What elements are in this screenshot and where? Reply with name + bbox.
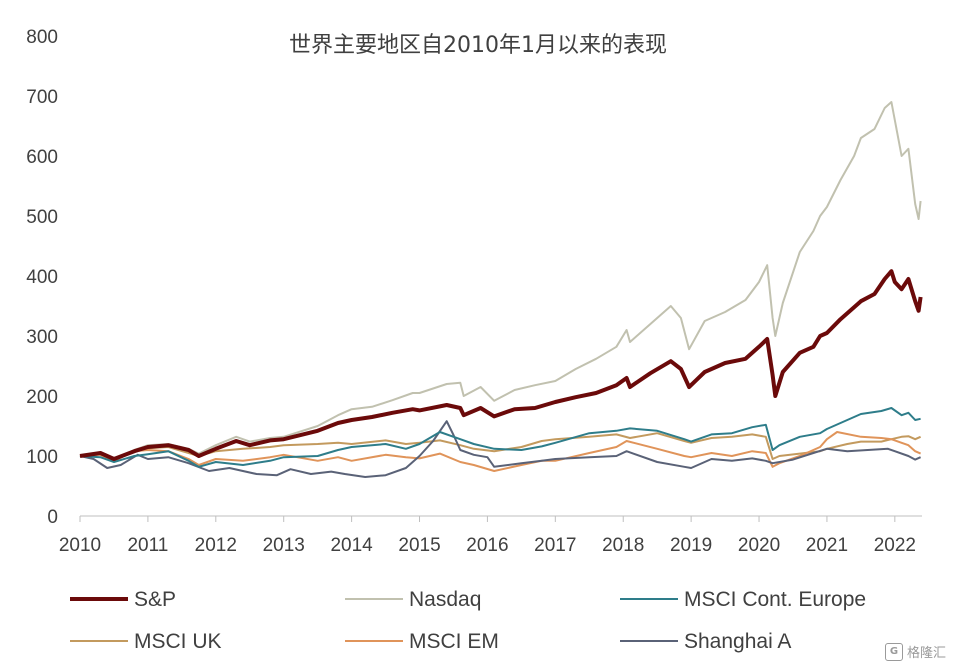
legend-label: S&P	[134, 588, 176, 611]
x-tick-label: 2018	[602, 535, 644, 556]
series-line-s-p	[79, 269, 923, 461]
series-line-shanghai-a	[79, 420, 922, 478]
legend: S&P Nasdaq MSCI Cont. Europe MSCI UK MSCI EM…	[70, 588, 866, 653]
watermark-text: 格隆汇	[906, 646, 946, 661]
legend-label: Nasdaq	[409, 588, 481, 611]
watermark-logo-icon: G	[884, 642, 903, 661]
series-lines	[79, 101, 923, 478]
x-tick-label: 2015	[398, 535, 440, 556]
x-axis: 2010 2011 2012 2013 2014 2015 2016 2017 2018 2019…	[59, 516, 916, 556]
x-tick-label: 2020	[738, 535, 780, 556]
x-tick-label: 2011	[127, 535, 168, 556]
legend-label: MSCI UK	[134, 630, 222, 653]
x-tick-label: 2012	[195, 535, 237, 556]
x-tick-label: 2021	[806, 535, 848, 556]
series-line-msci-uk	[79, 432, 922, 460]
legend-label: Shanghai A	[684, 630, 791, 653]
x-tick-label: 2016	[466, 535, 508, 556]
x-tick-label: 2019	[670, 535, 712, 556]
chart-title: 世界主要地区自2010年1月以来的表现	[289, 33, 667, 58]
y-tick-label: 400	[26, 267, 58, 288]
y-tick-label: 200	[26, 387, 58, 408]
series-line-msci-cont-europe	[79, 407, 921, 468]
x-tick-label: 2017	[534, 535, 576, 556]
y-tick-label: 600	[26, 147, 58, 168]
x-tick-label: 2022	[874, 535, 916, 556]
y-tick-label: 0	[47, 507, 58, 528]
x-tick-label: 2010	[59, 535, 101, 556]
y-tick-label: 300	[26, 327, 58, 348]
legend-label: MSCI EM	[409, 630, 499, 653]
y-tick-label: 500	[26, 207, 58, 228]
y-axis: 0 100 200 300 400 500 600 700 800	[26, 27, 58, 528]
legend-label: MSCI Cont. Europe	[684, 588, 866, 611]
x-tick-label: 2013	[263, 535, 305, 556]
y-tick-label: 100	[26, 447, 58, 468]
watermark: G 格隆汇	[884, 642, 946, 661]
y-tick-label: 700	[26, 87, 58, 108]
y-tick-label: 800	[26, 27, 58, 48]
series-line-nasdaq	[79, 101, 922, 460]
x-tick-label: 2014	[330, 535, 373, 556]
